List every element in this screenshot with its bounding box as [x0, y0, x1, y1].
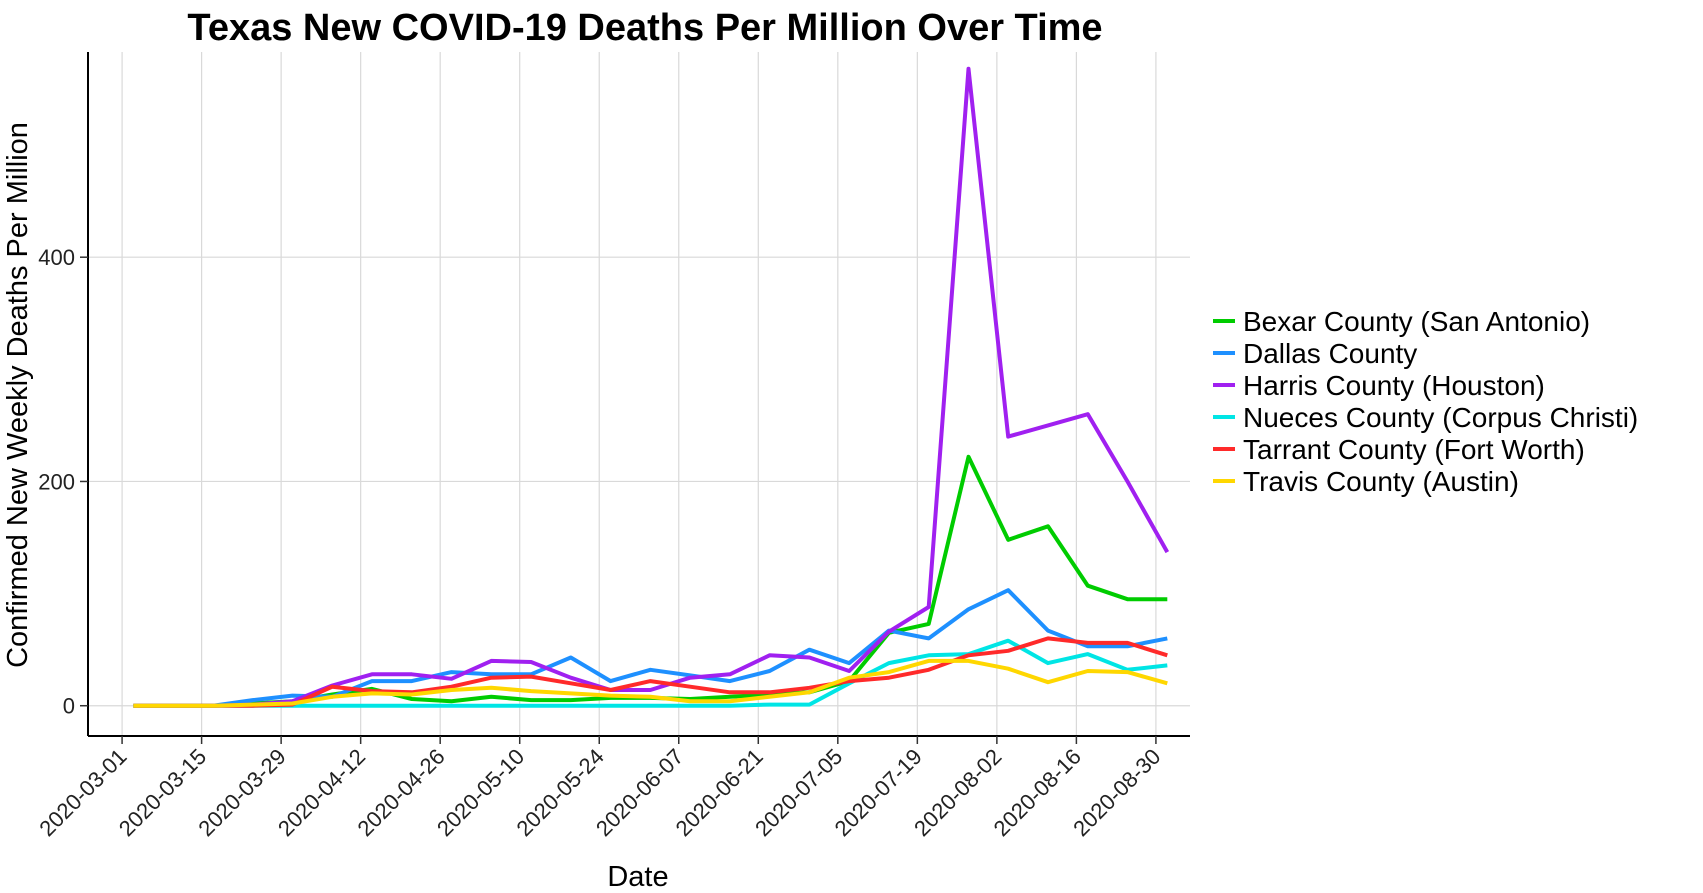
- legend-label: Dallas County: [1243, 338, 1417, 369]
- legend-label: Travis County (Austin): [1243, 466, 1519, 497]
- legend: Bexar County (San Antonio)Dallas CountyH…: [1213, 306, 1638, 497]
- series-line: [133, 658, 1168, 708]
- chart-title: Texas New COVID-19 Deaths Per Million Ov…: [187, 7, 1102, 49]
- series-line: [133, 638, 1168, 708]
- legend-label: Tarrant County (Fort Worth): [1243, 434, 1585, 465]
- series-line: [133, 636, 1168, 708]
- y-tick-label: 0: [63, 694, 75, 719]
- y-tick-label: 200: [38, 469, 75, 494]
- series-layer: [133, 66, 1170, 708]
- axes-layer: [87, 52, 1190, 737]
- legend-label: Bexar County (San Antonio): [1243, 306, 1590, 337]
- grid-layer: [88, 52, 1190, 736]
- legend-label: Harris County (Houston): [1243, 370, 1545, 401]
- y-axis-title: Confirmed New Weekly Deaths Per Million: [2, 122, 34, 668]
- x-axis-title: Date: [607, 861, 668, 893]
- legend-label: Nueces County (Corpus Christi): [1243, 402, 1638, 433]
- y-tick-label: 400: [38, 245, 75, 270]
- series-line: [133, 66, 1170, 708]
